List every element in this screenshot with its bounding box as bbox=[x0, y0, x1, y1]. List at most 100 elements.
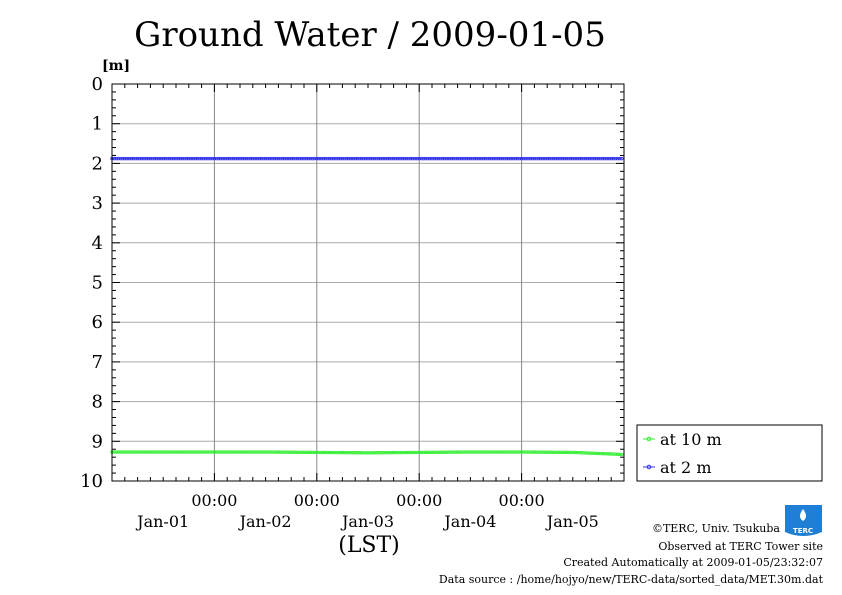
data-point bbox=[415, 156, 419, 161]
data-point bbox=[458, 156, 462, 161]
data-point bbox=[421, 450, 426, 455]
data-point bbox=[261, 156, 266, 161]
data-point bbox=[131, 450, 136, 454]
data-point bbox=[170, 450, 174, 454]
data-point bbox=[603, 156, 607, 161]
y-axis-unit-label: [m] bbox=[102, 58, 130, 74]
data-point bbox=[114, 450, 118, 454]
data-point bbox=[212, 450, 217, 454]
data-point bbox=[242, 156, 246, 161]
data-point bbox=[592, 451, 596, 455]
data-point bbox=[274, 450, 278, 454]
data-point bbox=[304, 450, 308, 455]
data-point bbox=[391, 450, 396, 455]
data-point bbox=[522, 450, 526, 454]
data-point bbox=[600, 156, 605, 161]
data-point bbox=[208, 156, 212, 161]
data-point bbox=[615, 452, 620, 456]
data-point bbox=[620, 452, 624, 457]
data-point bbox=[432, 156, 436, 161]
data-point bbox=[575, 156, 579, 161]
data-point bbox=[366, 451, 370, 455]
data-point bbox=[447, 450, 451, 454]
data-point bbox=[479, 450, 483, 454]
data-point bbox=[332, 156, 336, 161]
data-point bbox=[455, 156, 460, 161]
data-point bbox=[558, 450, 562, 455]
data-point bbox=[468, 450, 473, 454]
data-point bbox=[551, 156, 556, 161]
data-point bbox=[114, 156, 118, 161]
data-point bbox=[498, 450, 502, 454]
data-point bbox=[428, 156, 432, 161]
data-point bbox=[415, 450, 419, 455]
data-point bbox=[234, 156, 238, 161]
data-point bbox=[573, 156, 577, 161]
data-point bbox=[502, 450, 507, 454]
data-point bbox=[182, 156, 187, 161]
data-point bbox=[231, 450, 236, 454]
data-point bbox=[364, 451, 368, 455]
data-point bbox=[146, 156, 150, 161]
data-point bbox=[317, 450, 321, 455]
data-point bbox=[221, 450, 225, 454]
data-point bbox=[287, 450, 291, 454]
data-point bbox=[440, 156, 445, 161]
data-point bbox=[152, 156, 157, 161]
data-point bbox=[487, 450, 492, 454]
data-point bbox=[259, 450, 264, 454]
data-point bbox=[539, 156, 543, 161]
data-point bbox=[295, 450, 300, 454]
data-point bbox=[283, 156, 287, 161]
data-point bbox=[398, 156, 402, 161]
data-point bbox=[494, 450, 498, 454]
data-point bbox=[426, 450, 430, 455]
data-point bbox=[419, 156, 424, 161]
data-point bbox=[455, 450, 460, 454]
data-point bbox=[404, 450, 409, 455]
data-point bbox=[344, 450, 349, 455]
data-point bbox=[483, 156, 488, 161]
data-point bbox=[605, 452, 609, 456]
data-point bbox=[189, 156, 193, 161]
credit-created: Created Automatically at 2009-01-05/23:3… bbox=[563, 556, 823, 569]
data-point bbox=[460, 450, 464, 454]
data-point bbox=[272, 450, 276, 454]
data-point bbox=[419, 450, 424, 455]
data-point bbox=[319, 450, 323, 455]
data-point bbox=[306, 450, 310, 455]
data-point bbox=[492, 156, 496, 161]
data-point bbox=[327, 450, 332, 455]
data-point bbox=[545, 156, 549, 161]
data-point bbox=[607, 156, 611, 161]
data-point bbox=[336, 156, 340, 161]
data-point bbox=[140, 156, 144, 161]
data-point bbox=[406, 156, 411, 161]
data-point bbox=[310, 450, 315, 455]
data-point bbox=[530, 450, 534, 454]
credit-source: Data source : /home/hojyo/new/TERC-data/… bbox=[439, 573, 824, 586]
data-point bbox=[283, 450, 287, 454]
data-point bbox=[556, 156, 560, 161]
data-point bbox=[204, 450, 208, 454]
data-point bbox=[238, 450, 242, 454]
data-point bbox=[238, 156, 242, 161]
y-tick-label: 8 bbox=[92, 392, 103, 413]
data-point bbox=[483, 450, 488, 454]
data-point bbox=[306, 156, 310, 161]
data-point bbox=[466, 156, 470, 161]
data-point bbox=[229, 156, 234, 161]
data-point bbox=[129, 156, 133, 161]
data-point bbox=[135, 156, 140, 161]
data-point bbox=[325, 450, 330, 455]
data-point bbox=[231, 156, 236, 161]
data-point bbox=[170, 156, 174, 161]
data-point bbox=[496, 450, 500, 454]
data-point bbox=[549, 450, 554, 454]
data-point bbox=[161, 450, 165, 454]
legend-marker-at-2m bbox=[646, 464, 652, 470]
data-point bbox=[509, 450, 513, 454]
data-point bbox=[255, 450, 259, 454]
data-point bbox=[174, 450, 178, 454]
